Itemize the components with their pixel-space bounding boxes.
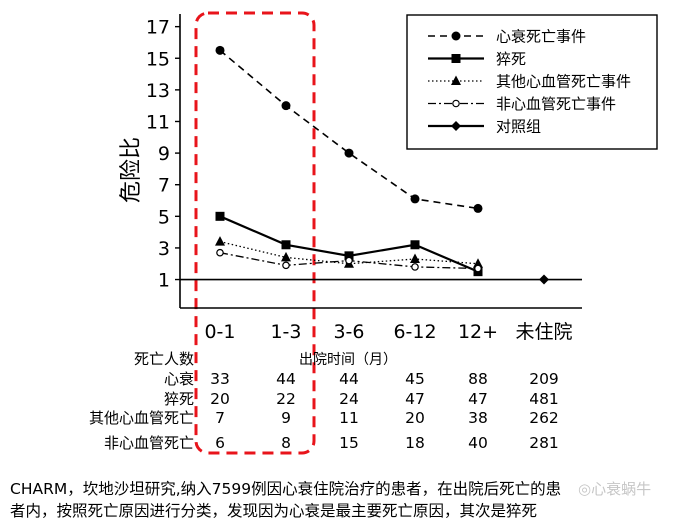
data-point — [215, 236, 225, 246]
data-point — [215, 211, 225, 221]
x-tick-label: 6-12 — [393, 321, 436, 343]
caption-line-1: CHARM，坎地沙坦研究,纳入7599例因心衰住院治疗的患者，在出院后死亡的患 — [10, 480, 562, 498]
legend-marker — [452, 99, 460, 108]
table-cell: 20 — [405, 409, 425, 427]
data-point — [281, 240, 291, 250]
data-point — [473, 203, 483, 213]
table-cell: 20 — [210, 390, 230, 408]
table-cell: 209 — [529, 370, 559, 388]
legend-marker — [451, 121, 461, 131]
legend-label: 心衰死亡事件 — [496, 28, 586, 46]
table-cell: 11 — [339, 409, 359, 427]
table-cell: 281 — [529, 434, 559, 452]
y-tick-label: 1 — [158, 270, 170, 292]
caption-line-2: 者内，按照死亡原因进行分类，发现因为心衰是最主要死亡原因，其次是猝死 — [10, 502, 538, 520]
y-tick-label: 9 — [158, 143, 170, 165]
table-cell: 24 — [339, 390, 359, 408]
x-tick-label: 0-1 — [204, 321, 235, 343]
legend-label: 非心血管死亡事件 — [496, 95, 616, 113]
series-1 — [215, 45, 483, 213]
x-tick-label: 3-6 — [333, 321, 364, 343]
table-cell: 38 — [468, 409, 488, 427]
data-point — [345, 256, 353, 265]
y-axis-label: 危险比 — [119, 137, 144, 203]
y-tick-label: 17 — [146, 17, 170, 39]
table-cell: 7 — [215, 409, 225, 427]
table-cell: 15 — [339, 434, 359, 452]
data-point — [410, 194, 420, 204]
highlight-box — [194, 11, 316, 455]
table-header: 死亡人数 — [134, 350, 194, 368]
y-tick-label: 7 — [158, 175, 170, 197]
y-tick-label: 13 — [146, 80, 170, 102]
data-point — [216, 248, 224, 257]
watermark-icon: ◎ — [578, 480, 592, 498]
table-cell: 6 — [215, 434, 225, 452]
table-row-label: 非心血管死亡 — [104, 434, 194, 452]
series-layer — [215, 45, 549, 285]
x-tick-label: 未住院 — [515, 321, 572, 343]
data-point — [473, 258, 483, 268]
watermark: ◎心衰蜗牛 — [578, 480, 652, 498]
legend-label: 其他心血管死亡事件 — [496, 73, 631, 91]
data-point — [215, 45, 225, 55]
y-tick-label: 5 — [158, 206, 170, 228]
highlight-box-layer — [194, 11, 316, 455]
table-cell: 44 — [276, 370, 296, 388]
data-point — [282, 261, 290, 270]
x-axis-label: 出院时间（月） — [299, 352, 397, 368]
table-cell: 40 — [468, 434, 488, 452]
data-point — [539, 274, 549, 285]
legend-marker — [451, 75, 461, 85]
data-point — [281, 101, 291, 111]
table-cell: 88 — [468, 370, 488, 388]
x-tick-label: 12+ — [458, 321, 498, 343]
legend-marker — [451, 31, 461, 41]
table-cell: 9 — [281, 409, 291, 427]
legend-label: 对照组 — [496, 118, 541, 136]
x-tick-label: 1-3 — [270, 321, 301, 343]
data-point — [344, 148, 354, 158]
series-line — [219, 240, 479, 265]
table-row-label: 猝死 — [164, 390, 194, 408]
data-point — [410, 240, 420, 250]
table-row-label: 心衰 — [164, 370, 194, 388]
series-4 — [216, 248, 482, 273]
data-point — [281, 251, 291, 262]
table-cell: 47 — [468, 390, 488, 408]
table-cell: 481 — [529, 390, 559, 408]
y-tick-label: 3 — [158, 238, 170, 260]
data-point — [344, 251, 354, 261]
data-point — [410, 253, 420, 263]
table-cell: 33 — [210, 370, 230, 388]
legend-marker — [451, 54, 461, 63]
caption: CHARM，坎地沙坦研究,纳入7599例因心衰住院治疗的患者，在出院后死亡的患 … — [10, 478, 688, 522]
legend-label: 猝死 — [496, 50, 526, 68]
series-line — [219, 49, 479, 210]
table-cell: 45 — [405, 370, 425, 388]
table-cell: 22 — [276, 390, 296, 408]
y-tick-label: 15 — [146, 48, 170, 70]
table-cell: 47 — [405, 390, 425, 408]
table-cell: 8 — [281, 434, 291, 452]
series-5 — [539, 274, 549, 285]
table-row-label: 其他心血管死亡 — [89, 409, 194, 427]
y-tick-label: 11 — [146, 111, 170, 133]
data-point — [474, 264, 482, 273]
table-cell: 18 — [405, 434, 425, 452]
data-point — [411, 263, 419, 271]
table-cell: 262 — [529, 409, 559, 427]
table-cell: 44 — [339, 370, 359, 388]
